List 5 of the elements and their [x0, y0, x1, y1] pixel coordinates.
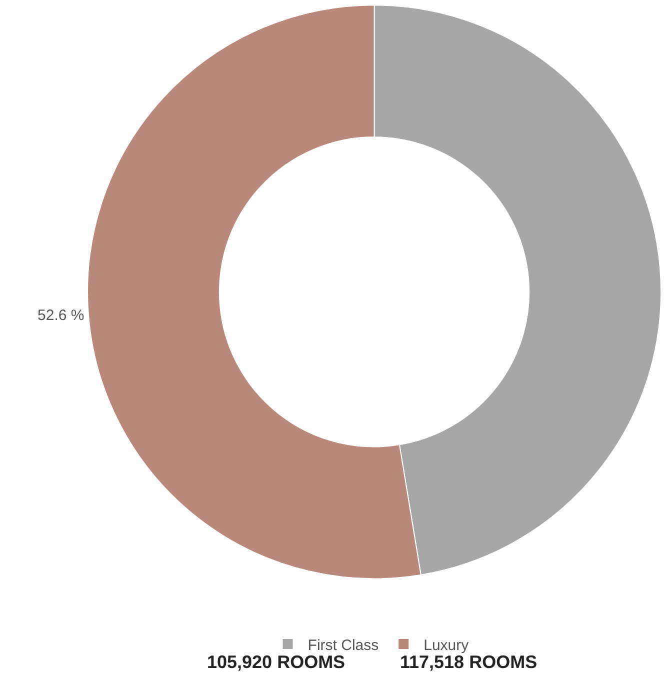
legend-label: Luxury: [424, 636, 470, 654]
text: 117,518 ROOMS: [400, 652, 538, 672]
text: 105,920 ROOMS: [207, 652, 346, 672]
legend-label: First Class: [308, 636, 379, 654]
data-label: 52.6 %: [38, 306, 84, 324]
